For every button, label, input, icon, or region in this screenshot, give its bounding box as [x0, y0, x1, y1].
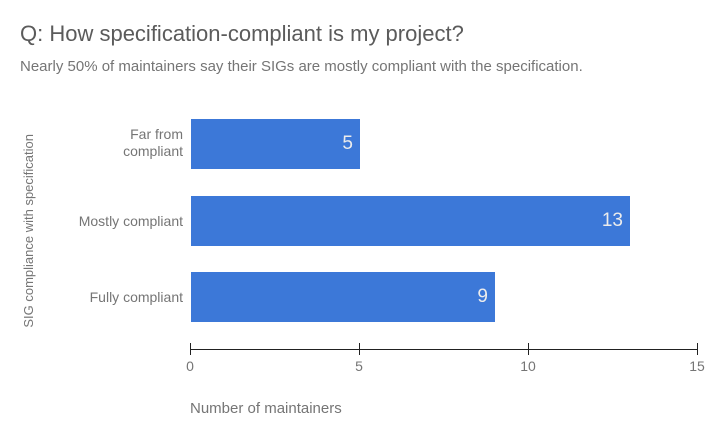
bar-value-label: 13	[601, 210, 623, 231]
x-axis-tick	[190, 343, 191, 355]
bar-value-label: 5	[342, 133, 353, 154]
x-axis-tick-label: 0	[186, 358, 194, 374]
category-label-far-from-compliant: Far from compliant	[123, 126, 183, 159]
y-axis-title-text: SIG compliance with specification	[21, 134, 36, 328]
y-axis-title: SIG compliance with specification	[20, 131, 37, 331]
bar-mostly-compliant: 13	[191, 196, 630, 246]
x-axis-tick-label: 5	[355, 358, 363, 374]
x-axis-line	[190, 349, 698, 350]
bar-value-label: 9	[477, 286, 488, 307]
x-axis-tick-label: 15	[689, 358, 705, 374]
x-axis-tick	[697, 343, 698, 355]
category-label-mostly-compliant: Mostly compliant	[78, 213, 183, 229]
bar-fully-compliant: 9	[191, 272, 495, 322]
x-axis-tick	[359, 343, 360, 355]
bar-far-from-compliant: 5	[191, 119, 360, 169]
chart-subtitle: Nearly 50% of maintainers say their SIGs…	[20, 58, 583, 75]
x-axis-tick	[528, 343, 529, 355]
x-axis-tick-label: 10	[520, 358, 536, 374]
chart-title: Q: How specification-compliant is my pro…	[20, 21, 464, 46]
category-label-fully-compliant: Fully compliant	[89, 289, 183, 305]
x-axis-title: Number of maintainers	[190, 400, 342, 417]
